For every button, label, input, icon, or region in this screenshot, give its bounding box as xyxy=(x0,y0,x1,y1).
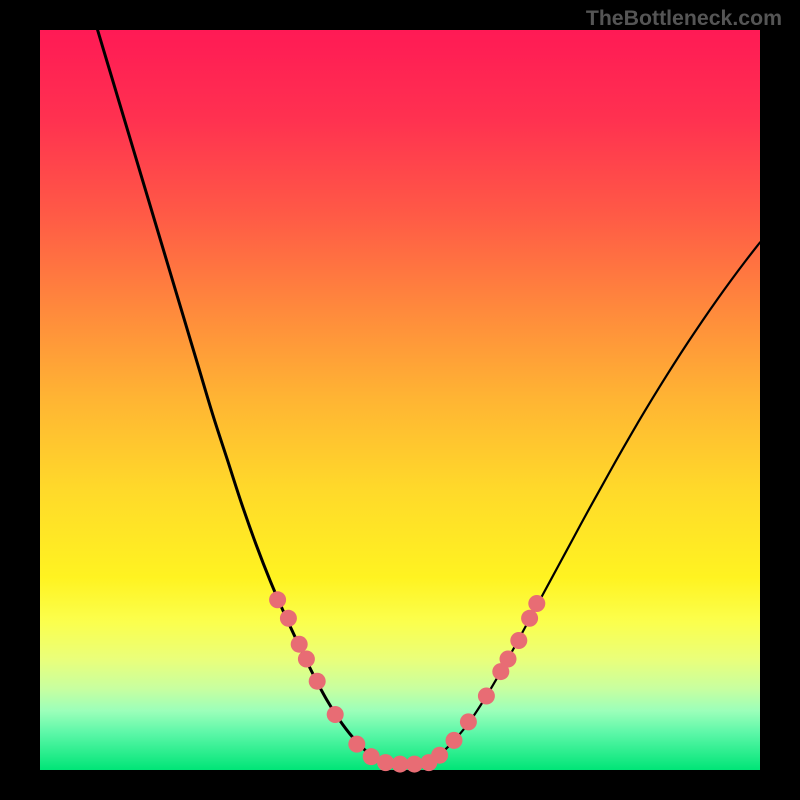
marker-point xyxy=(298,651,315,668)
watermark-text: TheBottleneck.com xyxy=(586,6,782,31)
marker-point xyxy=(431,747,448,764)
marker-point xyxy=(446,732,463,749)
chart-svg xyxy=(0,0,800,800)
marker-point xyxy=(478,688,495,705)
marker-point xyxy=(348,736,365,753)
marker-point xyxy=(528,595,545,612)
marker-point xyxy=(377,754,394,771)
marker-point xyxy=(269,591,286,608)
marker-point xyxy=(291,636,308,653)
marker-point xyxy=(500,651,517,668)
marker-point xyxy=(510,632,527,649)
marker-point xyxy=(280,610,297,627)
chart-stage: TheBottleneck.com xyxy=(0,0,800,800)
marker-point xyxy=(327,706,344,723)
marker-point xyxy=(406,756,423,773)
marker-point xyxy=(309,673,326,690)
marker-point xyxy=(460,713,477,730)
marker-point xyxy=(521,610,538,627)
